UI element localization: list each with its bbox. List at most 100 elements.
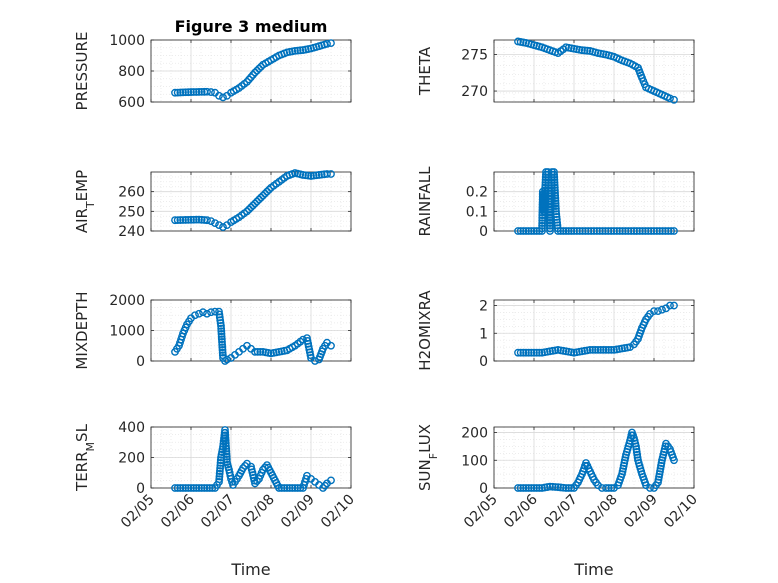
data-point [311,357,319,365]
data-point [184,88,193,97]
subplot-theta: 270 275 THETA [416,37,695,104]
x-axis-label-right: Time [573,560,613,579]
data-point [551,186,559,195]
y-tick-label: 0 [479,354,488,370]
y-tick-label: 1000 [109,33,145,49]
y-axis-label: RAINFALL [416,166,434,237]
data-point [176,88,185,97]
y-tick-label: 0 [479,481,488,497]
y-axis-label: AIRTEMP [73,170,97,233]
data-point [602,346,610,354]
data-point [253,347,262,356]
data-point [247,203,255,212]
data-point [527,484,536,492]
data-point [251,199,259,208]
data-point [221,428,230,437]
data-point [530,227,538,235]
data-point [307,172,315,180]
y-axis-label: THETA [416,46,434,96]
data-point [187,88,195,96]
data-point [666,301,674,310]
data-point [666,94,674,103]
data-point [218,348,227,357]
y-tick-label: 2000 [109,293,145,309]
data-point [207,88,215,96]
y-axis-label: TERRMSL [73,423,97,492]
data-point [285,484,294,492]
data-point [546,482,554,491]
y-tick-label: 0.1 [466,204,488,220]
data-point [524,484,533,492]
data-point [197,484,206,492]
data-point [522,484,530,492]
data-point [192,88,201,96]
data-point [567,227,576,235]
y-tick-label: 0 [479,224,488,240]
data-point [586,346,594,354]
data-point [207,308,215,317]
data-point [218,343,227,352]
data-point [550,183,559,192]
data-point [524,348,533,357]
data-point [535,484,544,492]
data-point [217,330,226,338]
data-point [554,483,562,492]
axes-box [150,171,352,232]
data-point [219,223,227,231]
data-point [184,215,193,224]
data-point [217,324,226,333]
data-point [189,215,198,224]
data-point [516,348,525,357]
data-point [251,347,259,356]
data-point [532,348,541,357]
data-point [203,87,211,96]
data-point [546,227,554,235]
y-tick-label: 0 [136,354,145,370]
data-point [218,338,226,346]
data-point [551,204,560,213]
series-markers [514,301,678,357]
data-point [551,189,559,197]
data-point [323,170,331,178]
data-point [222,442,230,450]
data-point [215,477,223,486]
data-point [553,221,562,230]
data-point [552,207,560,216]
data-point [173,88,182,97]
data-point [530,348,538,357]
data-point [296,46,305,55]
data-point [607,484,616,492]
data-point [197,87,206,96]
y-tick-label: 1 [479,326,488,342]
data-point [319,484,327,492]
data-point [256,347,265,356]
data-point [564,484,573,492]
data-point [207,217,215,226]
data-point [327,341,335,350]
data-point [548,482,557,491]
data-point [602,484,610,492]
data-point [321,481,329,490]
data-point [217,327,226,336]
data-point [205,484,214,492]
subplot-rainfall: 0 0.1 0.2 RAINFALL [416,166,695,240]
data-point [551,483,560,491]
data-point [591,346,600,354]
data-point [218,346,227,354]
data-point [253,66,261,75]
data-point [179,88,187,97]
data-point [259,191,267,200]
data-point [632,445,641,454]
data-point [255,195,263,204]
data-point [632,442,640,451]
data-point [550,175,559,184]
y-tick-label: 200 [461,426,488,442]
data-point [219,93,227,102]
data-point [221,434,230,442]
data-point [527,227,536,235]
subplot-mixdepth: 0 1000 2000 MIXDEPTH [73,291,352,370]
data-point [552,210,561,219]
y-tick-label: 270 [461,84,488,100]
data-point [245,205,253,214]
